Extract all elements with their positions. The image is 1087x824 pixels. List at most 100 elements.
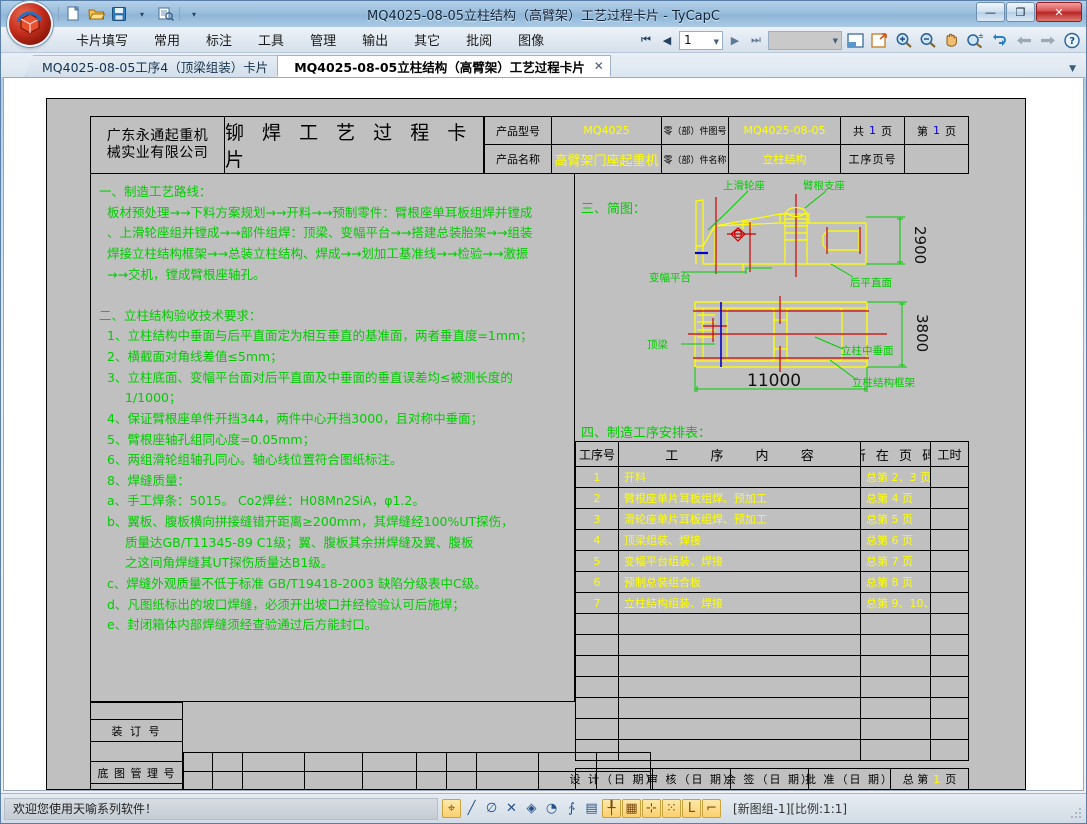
save-disk-icon[interactable] xyxy=(109,5,129,24)
snap-list-icon[interactable]: ▤ xyxy=(585,801,598,816)
revision-cell[interactable] xyxy=(447,752,477,772)
revision-cell[interactable] xyxy=(417,752,447,772)
process-no-cell[interactable] xyxy=(575,635,619,656)
page-value[interactable]: 1 xyxy=(933,124,940,137)
revision-cell[interactable] xyxy=(213,772,243,790)
print-preview-icon[interactable] xyxy=(155,5,175,24)
minimize-button[interactable]: — xyxy=(976,2,1005,22)
revision-cell[interactable] xyxy=(363,752,417,772)
process-pages-cell[interactable]: 总第 2、3 页 xyxy=(861,467,931,488)
revision-cell[interactable] xyxy=(305,752,363,772)
process-pages-cell[interactable] xyxy=(861,614,931,635)
process-content-cell[interactable]: 立柱结构组装、焊接 xyxy=(619,593,861,614)
process-content-cell[interactable] xyxy=(619,635,861,656)
process-hours-cell[interactable] xyxy=(931,635,969,656)
binding-number-value[interactable] xyxy=(90,742,183,762)
process-pages-cell[interactable] xyxy=(861,677,931,698)
snap-midpoint-icon[interactable]: ◈ xyxy=(526,801,537,816)
arrow-left-icon[interactable] xyxy=(1013,30,1034,51)
process-pages-cell[interactable]: 总第 4 页 xyxy=(861,488,931,509)
process-no-cell[interactable] xyxy=(575,698,619,719)
revision-cell[interactable] xyxy=(305,772,363,790)
chevron-down-icon[interactable]: ▼ xyxy=(713,37,719,46)
dot-grid-icon[interactable]: ⁙ xyxy=(662,799,681,818)
close-icon[interactable]: ✕ xyxy=(593,59,604,73)
fit-page-icon[interactable] xyxy=(845,30,866,51)
review-value[interactable] xyxy=(653,790,731,791)
process-no-cell[interactable]: 5 xyxy=(575,551,619,572)
menu-other[interactable]: 其它 xyxy=(414,34,441,49)
fit-width-icon[interactable] xyxy=(869,30,890,51)
base-drawing-number-value[interactable] xyxy=(90,784,183,790)
table-row[interactable] xyxy=(575,698,969,719)
revision-cell[interactable] xyxy=(477,772,539,790)
chevron-down-icon[interactable]: ▾ xyxy=(139,9,144,19)
process-no-cell[interactable] xyxy=(575,614,619,635)
zoom-in-icon[interactable] xyxy=(893,30,914,51)
process-no-cell[interactable]: 6 xyxy=(575,572,619,593)
process-pages-cell[interactable] xyxy=(861,635,931,656)
process-hours-cell[interactable] xyxy=(931,698,969,719)
revision-cell[interactable] xyxy=(243,772,305,790)
customize-toolbar-icon[interactable]: ▾ xyxy=(191,9,196,19)
product-name-value[interactable]: 高臂架门座起重机 xyxy=(552,145,662,174)
snap-line-icon[interactable]: ╱ xyxy=(467,801,476,816)
schematic-diagram[interactable]: 三、简图： xyxy=(575,174,969,419)
zoom-level-combo[interactable]: ▼ xyxy=(768,30,842,50)
menu-card-fill[interactable]: 卡片填写 xyxy=(76,34,129,49)
process-pages-cell[interactable]: 总第 5 页 xyxy=(861,509,931,530)
process-no-cell[interactable]: 2 xyxy=(575,488,619,509)
process-pages-cell[interactable] xyxy=(861,698,931,719)
process-no-cell[interactable] xyxy=(575,656,619,677)
snap-endpoint-icon[interactable]: ⌖ xyxy=(442,799,461,818)
menu-output[interactable]: 输出 xyxy=(362,34,389,49)
process-hours-cell[interactable] xyxy=(931,467,969,488)
process-no-cell[interactable]: 4 xyxy=(575,530,619,551)
menu-review[interactable]: 批阅 xyxy=(466,34,493,49)
process-page-value[interactable] xyxy=(905,145,969,174)
countersign-value[interactable] xyxy=(731,790,809,791)
table-row[interactable]: 4 顶梁组装、焊接 总第 6 页 xyxy=(575,530,969,551)
resize-grip-icon[interactable] xyxy=(1071,808,1083,820)
process-content-cell[interactable] xyxy=(619,614,861,635)
process-no-cell[interactable]: 7 xyxy=(575,593,619,614)
revision-cell[interactable] xyxy=(213,752,243,772)
new-document-icon[interactable] xyxy=(63,5,83,24)
process-content-cell[interactable] xyxy=(619,698,861,719)
process-hours-cell[interactable] xyxy=(931,488,969,509)
process-pages-cell[interactable] xyxy=(861,740,931,761)
process-hours-cell[interactable] xyxy=(931,719,969,740)
table-row[interactable]: 1 开料 总第 2、3 页 xyxy=(575,467,969,488)
help-icon[interactable]: ? xyxy=(1061,30,1082,51)
process-hours-cell[interactable] xyxy=(931,509,969,530)
table-row[interactable] xyxy=(575,656,969,677)
revision-cell[interactable] xyxy=(477,752,539,772)
table-row[interactable] xyxy=(575,677,969,698)
process-content-cell[interactable] xyxy=(619,740,861,761)
zoom-out-icon[interactable] xyxy=(917,30,938,51)
table-row[interactable]: 2 臂根座单片耳板组焊、预加工 总第 4 页 xyxy=(575,488,969,509)
menu-tools[interactable]: 工具 xyxy=(258,34,285,49)
last-page-button[interactable]: ⏭ xyxy=(751,33,761,46)
menu-image[interactable]: 图像 xyxy=(518,34,545,49)
chevron-down-icon[interactable]: ▼ xyxy=(1069,64,1076,74)
snap-tangent-icon[interactable]: ∱ xyxy=(568,801,575,816)
process-content-cell[interactable]: 变幅平台组装、焊接 xyxy=(619,551,861,572)
close-button[interactable]: ✕ xyxy=(1036,2,1082,22)
process-content-cell[interactable] xyxy=(619,656,861,677)
process-hours-cell[interactable] xyxy=(931,551,969,572)
table-row[interactable] xyxy=(575,614,969,635)
document-canvas[interactable]: 广东永通起重机 械实业有限公司 铆 焊 工 艺 过 程 卡 片 产品型号 MQ4… xyxy=(3,77,1084,791)
approve-value[interactable] xyxy=(809,790,891,791)
table-row[interactable] xyxy=(575,719,969,740)
process-content-cell[interactable]: 开料 xyxy=(619,467,861,488)
menu-common[interactable]: 常用 xyxy=(154,34,181,49)
total-pages-value[interactable]: 1 xyxy=(869,124,876,137)
snap-intersection-icon[interactable]: ✕ xyxy=(506,801,517,816)
process-content-cell[interactable]: 顶梁组装、焊接 xyxy=(619,530,861,551)
page-number-input[interactable]: 1 ▼ xyxy=(679,30,723,50)
maximize-button[interactable]: ❐ xyxy=(1006,2,1035,22)
process-pages-cell[interactable]: 总第 7 页 xyxy=(861,551,931,572)
snap-circle-icon[interactable]: ∅ xyxy=(485,801,498,816)
